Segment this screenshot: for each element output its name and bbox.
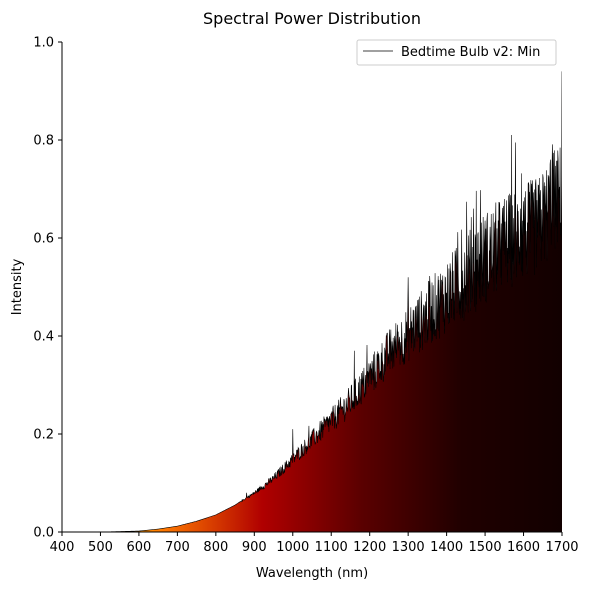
x-tick-label: 700 bbox=[165, 540, 190, 555]
x-tick-label: 1000 bbox=[276, 540, 309, 555]
chart-title: Spectral Power Distribution bbox=[203, 9, 421, 28]
y-tick-label: 0.2 bbox=[33, 428, 54, 443]
x-tick-label: 1700 bbox=[545, 540, 578, 555]
x-tick-label: 900 bbox=[242, 540, 267, 555]
y-tick-label: 0.4 bbox=[33, 330, 54, 345]
x-tick-label: 1200 bbox=[353, 540, 386, 555]
x-axis-ticks: 400 500 600 700 800 900 1000 1100 1200 1300 1400 15… bbox=[50, 532, 579, 555]
y-axis-title: Intensity bbox=[10, 258, 25, 315]
y-tick-label: 0.8 bbox=[33, 134, 54, 149]
spectrum-area-fill bbox=[62, 71, 562, 532]
y-tick-label: 0.0 bbox=[33, 526, 54, 541]
y-axis-ticks: 0.0 0.2 0.4 0.6 0.8 1.0 bbox=[33, 36, 62, 541]
spectrum-line bbox=[62, 71, 562, 532]
x-tick-label: 1600 bbox=[507, 540, 540, 555]
legend-label: Bedtime Bulb v2: Min bbox=[401, 45, 540, 60]
legend-box bbox=[356, 39, 557, 66]
x-tick-label: 1400 bbox=[430, 540, 463, 555]
x-axis-title: Wavelength (nm) bbox=[256, 566, 368, 581]
y-tick-label: 0.6 bbox=[33, 232, 54, 247]
y-tick-label: 1.0 bbox=[33, 36, 54, 51]
x-tick-label: 1100 bbox=[315, 540, 348, 555]
x-tick-label: 500 bbox=[88, 540, 113, 555]
x-tick-label: 1300 bbox=[392, 540, 425, 555]
x-tick-label: 800 bbox=[203, 540, 228, 555]
x-tick-label: 400 bbox=[50, 540, 75, 555]
legend: Bedtime Bulb v2: Min bbox=[356, 39, 557, 66]
x-tick-label: 1500 bbox=[469, 540, 502, 555]
x-tick-label: 600 bbox=[127, 540, 152, 555]
plot-area bbox=[62, 71, 562, 532]
